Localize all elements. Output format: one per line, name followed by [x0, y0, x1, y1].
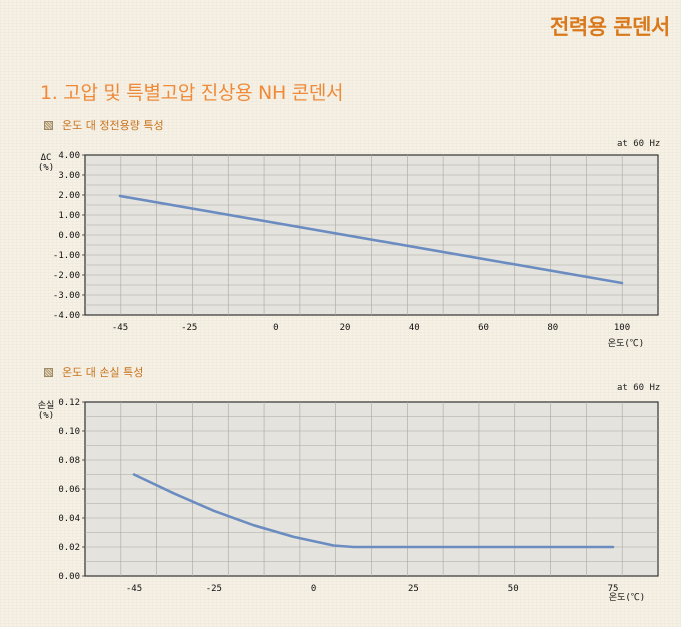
x-tick-label: -45	[112, 323, 128, 333]
bullet-icon	[44, 368, 53, 377]
y-axis-label: 손실	[38, 400, 55, 411]
y-tick-label: 1.00	[58, 211, 80, 221]
y-tick-label: 0.00	[58, 231, 80, 241]
chart-2-group	[82, 401, 659, 577]
y-tick-label: -3.00	[53, 291, 80, 301]
y-tick-label: -2.00	[53, 271, 80, 281]
chart2-caption-text: 온도 대 손실 특성	[62, 366, 144, 379]
x-axis-label: 온도(℃)	[609, 592, 645, 603]
y-tick-label: 0.10	[58, 427, 80, 437]
y-tick-label: -1.00	[53, 251, 80, 261]
x-tick-label: -25	[181, 323, 197, 333]
y-tick-label: -4.00	[53, 311, 80, 321]
y-tick-label: 0.08	[58, 456, 80, 466]
y-tick-label: 3.00	[58, 171, 80, 181]
y-tick-label: 0.06	[58, 485, 80, 495]
section-title: 1. 고압 및 특별고압 진상용 NH 콘덴서	[40, 82, 344, 104]
x-axis-label: 온도(℃)	[608, 338, 644, 349]
x-tick-label: 75	[608, 584, 619, 594]
chart-1-group	[82, 154, 659, 316]
chart1-caption: 온도 대 정전용량 특성	[44, 117, 164, 133]
y-tick-label: 0.00	[58, 572, 80, 582]
y-axis-unit: (%)	[38, 163, 54, 173]
x-tick-label: 0	[273, 323, 278, 333]
y-tick-label: 4.00	[58, 151, 80, 161]
x-tick-label: 50	[508, 584, 519, 594]
y-tick-label: 2.00	[58, 191, 80, 201]
x-tick-label: 20	[340, 323, 351, 333]
x-tick-label: 0	[311, 584, 316, 594]
x-tick-label: 60	[478, 323, 489, 333]
chart1-frequency-note: at 60 Hz	[617, 139, 661, 149]
y-tick-label: 0.12	[58, 398, 80, 408]
y-tick-label: 0.04	[58, 514, 80, 524]
x-tick-label: 25	[408, 584, 419, 594]
y-tick-label: 0.02	[58, 543, 80, 553]
y-axis-unit: (%)	[38, 411, 54, 421]
x-tick-label: -45	[126, 584, 142, 594]
x-tick-label: 100	[614, 323, 630, 333]
bullet-icon	[44, 121, 53, 130]
chart1-caption-text: 온도 대 정전용량 특성	[62, 119, 164, 132]
chart2-caption: 온도 대 손실 특성	[44, 364, 143, 380]
series-line	[132, 473, 615, 549]
brand-title: 전력용 콘덴서	[550, 15, 670, 39]
y-axis-label: ΔC	[41, 153, 52, 163]
x-tick-label: -25	[206, 584, 222, 594]
series-line	[118, 194, 624, 285]
x-tick-label: 80	[547, 323, 558, 333]
chart2-frequency-note: at 60 Hz	[617, 383, 661, 393]
x-tick-label: 40	[409, 323, 420, 333]
